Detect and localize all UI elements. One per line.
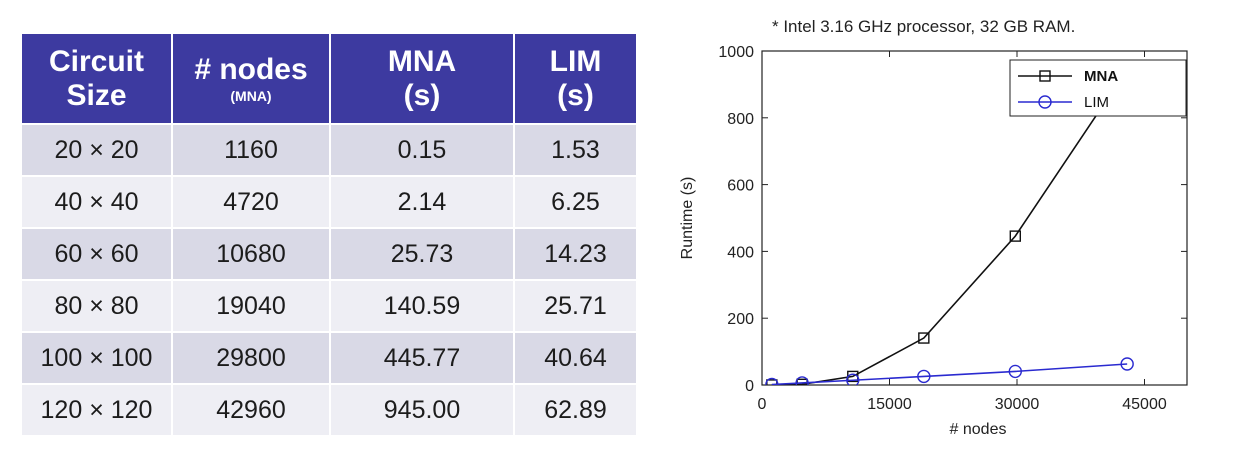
cell-lim: 62.89	[514, 384, 636, 437]
legend-box	[1009, 59, 1187, 117]
y-axis-title: Runtime (s)	[679, 177, 696, 260]
header-line: (s)	[403, 78, 441, 112]
cell-lim: 14.23	[514, 228, 636, 281]
series-line-mna	[771, 68, 1128, 385]
y-axis: 0 200 400 600 800 1000	[718, 44, 1187, 395]
table-row: 100 × 100 29800 445.77 40.64	[22, 332, 636, 385]
table-header-row: Circuit Size # nodes (MNA) MNA (s) LIM (…	[22, 34, 636, 125]
cell-mna: 140.59	[330, 280, 515, 333]
data-point-lim	[1008, 364, 1022, 379]
runtime-table: Circuit Size # nodes (MNA) MNA (s) LIM (…	[22, 34, 636, 437]
y-tick-label: 600	[727, 178, 754, 195]
legend-square-marker	[1039, 70, 1051, 82]
cell-mna: 445.77	[330, 332, 515, 385]
series-line-lim	[771, 363, 1128, 385]
cell-lim: 1.53	[514, 124, 636, 177]
y-tick-label: 800	[727, 111, 754, 128]
table-row: 120 × 120 42960 945.00 62.89	[22, 384, 636, 437]
cell-lim: 40.64	[514, 332, 636, 385]
runtime-chart-svg: * Intel 3.16 GHz processor, 32 GB RAM. 0…	[679, 17, 1188, 438]
cell-nodes: 29800	[172, 332, 331, 385]
x-axis: 0 15000 30000 45000	[758, 51, 1167, 413]
header-lim: LIM (s)	[514, 34, 636, 125]
cell-mna: 945.00	[330, 384, 515, 437]
cell-nodes: 4720	[172, 176, 331, 229]
cell-lim: 25.71	[514, 280, 636, 333]
y-tick-label: 1000	[718, 44, 754, 61]
legend-label: LIM	[1084, 94, 1109, 111]
table-row: 80 × 80 19040 140.59 25.71	[22, 280, 636, 333]
cell-circuit-size: 40 × 40	[22, 176, 173, 229]
header-line: Circuit	[48, 44, 144, 78]
cell-nodes: 1160	[172, 124, 331, 177]
cell-nodes: 10680	[172, 228, 331, 281]
cell-circuit-size: 120 × 120	[22, 384, 173, 437]
header-circuit-size: Circuit Size	[22, 34, 173, 125]
cell-circuit-size: 60 × 60	[22, 228, 173, 281]
data-point-lim	[846, 373, 860, 385]
header-line: Size	[66, 78, 127, 112]
data-point-mna	[1009, 230, 1021, 242]
table-row: 60 × 60 10680 25.73 14.23	[22, 228, 636, 281]
cell-nodes: 42960	[172, 384, 331, 437]
data-point-lim	[765, 377, 779, 385]
data-point-lim	[1120, 357, 1134, 371]
y-tick-label: 0	[745, 378, 754, 395]
header-nodes: # nodes (MNA)	[172, 34, 331, 125]
data-point-lim	[917, 369, 931, 384]
plot-frame	[761, 50, 1188, 386]
header-line: # nodes	[194, 52, 308, 86]
header-line: LIM	[549, 44, 602, 78]
y-tick-label: 400	[727, 244, 754, 261]
x-tick-label: 15000	[867, 396, 912, 413]
series-layer	[765, 63, 1134, 385]
header-sub: (MNA)	[230, 87, 272, 104]
x-tick-label: 0	[758, 396, 767, 413]
cell-mna: 25.73	[330, 228, 515, 281]
x-tick-label: 30000	[995, 396, 1040, 413]
table-row: 20 × 20 1160 0.15 1.53	[22, 124, 636, 177]
chart-note: * Intel 3.16 GHz processor, 32 GB RAM.	[772, 17, 1075, 36]
header-mna: MNA (s)	[330, 34, 515, 125]
header-line: MNA	[387, 44, 457, 78]
cell-mna: 0.15	[330, 124, 515, 177]
data-point-mna	[918, 332, 930, 344]
x-axis-title: # nodes	[950, 421, 1007, 438]
y-tick-label: 200	[727, 311, 754, 328]
legend-label: MNA	[1084, 68, 1118, 85]
legend-circle-marker	[1038, 95, 1052, 109]
cell-circuit-size: 100 × 100	[22, 332, 173, 385]
runtime-chart: * Intel 3.16 GHz processor, 32 GB RAM. 0…	[640, 0, 1240, 454]
cell-circuit-size: 80 × 80	[22, 280, 173, 333]
cell-lim: 6.25	[514, 176, 636, 229]
cell-nodes: 19040	[172, 280, 331, 333]
cell-circuit-size: 20 × 20	[22, 124, 173, 177]
data-point-lim	[795, 376, 809, 385]
legend: MNA LIM	[1009, 59, 1187, 117]
cell-mna: 2.14	[330, 176, 515, 229]
data-point-mna	[796, 378, 808, 385]
header-line: (s)	[557, 78, 594, 112]
table-row: 40 × 40 4720 2.14 6.25	[22, 176, 636, 229]
x-tick-label: 45000	[1122, 396, 1167, 413]
